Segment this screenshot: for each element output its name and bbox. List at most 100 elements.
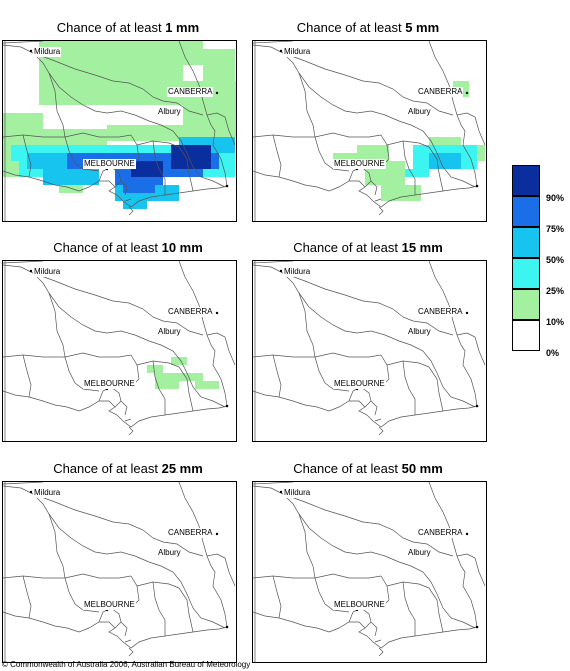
- probability-cell: [139, 145, 147, 153]
- probability-cell: [191, 129, 199, 137]
- probability-cell: [381, 169, 389, 177]
- probability-cell: [227, 49, 235, 57]
- probability-cell: [453, 137, 461, 145]
- boundary-line: [64, 136, 100, 172]
- probability-cell: [179, 373, 187, 381]
- probability-cell: [127, 89, 135, 97]
- city-label-albury: Albury: [157, 548, 182, 558]
- probability-cell: [445, 145, 453, 153]
- city-label-melbourne: MELBOURNE: [83, 600, 136, 610]
- probability-cell: [223, 105, 231, 113]
- probability-cell: [413, 185, 421, 193]
- probability-cell: [187, 49, 195, 57]
- probability-cell: [159, 49, 167, 57]
- panel-title-15mm: Chance of at least 15 mm: [248, 240, 488, 255]
- probability-cell: [187, 373, 195, 381]
- probability-cell: [163, 193, 171, 201]
- probability-cell: [405, 169, 413, 177]
- probability-cell: [35, 169, 43, 177]
- probability-cell: [437, 145, 445, 153]
- map-1mm: Mildura CANBERRA Albury MELBOURNE: [2, 40, 237, 222]
- map-50mm: Mildura CANBERRA Albury MELBOURNE: [252, 481, 487, 663]
- probability-cell: [139, 169, 147, 177]
- probability-cell: [131, 169, 139, 177]
- probability-cell: [155, 373, 163, 381]
- probability-cell: [135, 97, 143, 105]
- legend-label-75: 75%: [546, 224, 565, 234]
- boundary-line: [3, 261, 44, 264]
- probability-cell: [139, 125, 147, 133]
- probability-cell: [477, 153, 485, 161]
- probability-cell: [19, 129, 27, 137]
- probability-cell: [159, 65, 167, 73]
- legend-swatch-0: [512, 320, 540, 351]
- probability-cell: [123, 177, 131, 185]
- probability-cell: [55, 97, 63, 105]
- probability-cell: [131, 185, 139, 193]
- boundary-line: [112, 300, 164, 322]
- probability-cell: [135, 73, 143, 81]
- probability-cell: [179, 49, 187, 57]
- probability-cell: [107, 145, 115, 153]
- probability-cell: [91, 129, 99, 137]
- probability-cell: [19, 153, 27, 161]
- probability-cell: [95, 57, 103, 65]
- probability-cell: [381, 177, 389, 185]
- probability-cell: [131, 201, 139, 209]
- probability-cell: [103, 89, 111, 97]
- title-prefix: Chance of at least: [296, 20, 402, 35]
- city-label-mildura: Mildura: [33, 47, 62, 57]
- probability-cell: [203, 49, 211, 57]
- city-label-melbourne: MELBOURNE: [83, 379, 136, 389]
- probability-cell: [163, 169, 171, 177]
- probability-cell: [63, 49, 71, 57]
- probability-cell: [47, 89, 55, 97]
- probability-cell: [163, 133, 171, 141]
- legend-swatch-90: [512, 165, 540, 196]
- coast-marker: [475, 184, 479, 188]
- probability-cell: [83, 137, 91, 145]
- probability-cell: [167, 97, 175, 105]
- probability-cell: [119, 97, 127, 105]
- probability-cell: [63, 57, 71, 65]
- probability-cell: [11, 137, 19, 145]
- probability-cell: [215, 113, 223, 121]
- boundary-line: [136, 140, 180, 148]
- probability-cell: [103, 81, 111, 89]
- probability-cell: [147, 177, 155, 185]
- city-label-canberra: CANBERRA: [417, 307, 464, 317]
- probability-cell: [227, 73, 235, 81]
- probability-cell: [3, 145, 11, 153]
- probability-cell: [135, 57, 143, 65]
- probability-cell: [357, 145, 365, 153]
- city-label-melbourne: MELBOURNE: [333, 600, 386, 610]
- probability-cell: [67, 153, 75, 161]
- boundary-line: [253, 44, 476, 188]
- boundary-line: [98, 386, 122, 408]
- boundary-line: [402, 581, 416, 636]
- city-dot-mildura: [29, 269, 33, 273]
- probability-cell: [87, 81, 95, 89]
- probability-cell: [115, 177, 123, 185]
- probability-cell: [223, 81, 231, 89]
- boundary-line: [378, 647, 384, 657]
- boundary-line: [253, 261, 294, 264]
- probability-cell: [75, 169, 83, 177]
- probability-cell: [195, 161, 203, 169]
- boundary-line: [98, 166, 122, 188]
- probability-cell: [75, 177, 83, 185]
- boundary-line: [32, 272, 114, 302]
- probability-cell: [43, 177, 51, 185]
- boundary-line: [120, 180, 128, 196]
- probability-cell: [35, 161, 43, 169]
- probability-cell: [231, 121, 236, 129]
- probability-cell: [43, 137, 51, 145]
- probability-cell: [139, 153, 147, 161]
- probability-cell: [139, 185, 147, 193]
- probability-cell: [91, 145, 99, 153]
- boundary-line: [253, 354, 315, 358]
- city-dot-canberra: [465, 91, 469, 95]
- probability-cell: [159, 57, 167, 65]
- legend-label-90: 90%: [546, 193, 565, 203]
- probability-cell: [135, 89, 143, 97]
